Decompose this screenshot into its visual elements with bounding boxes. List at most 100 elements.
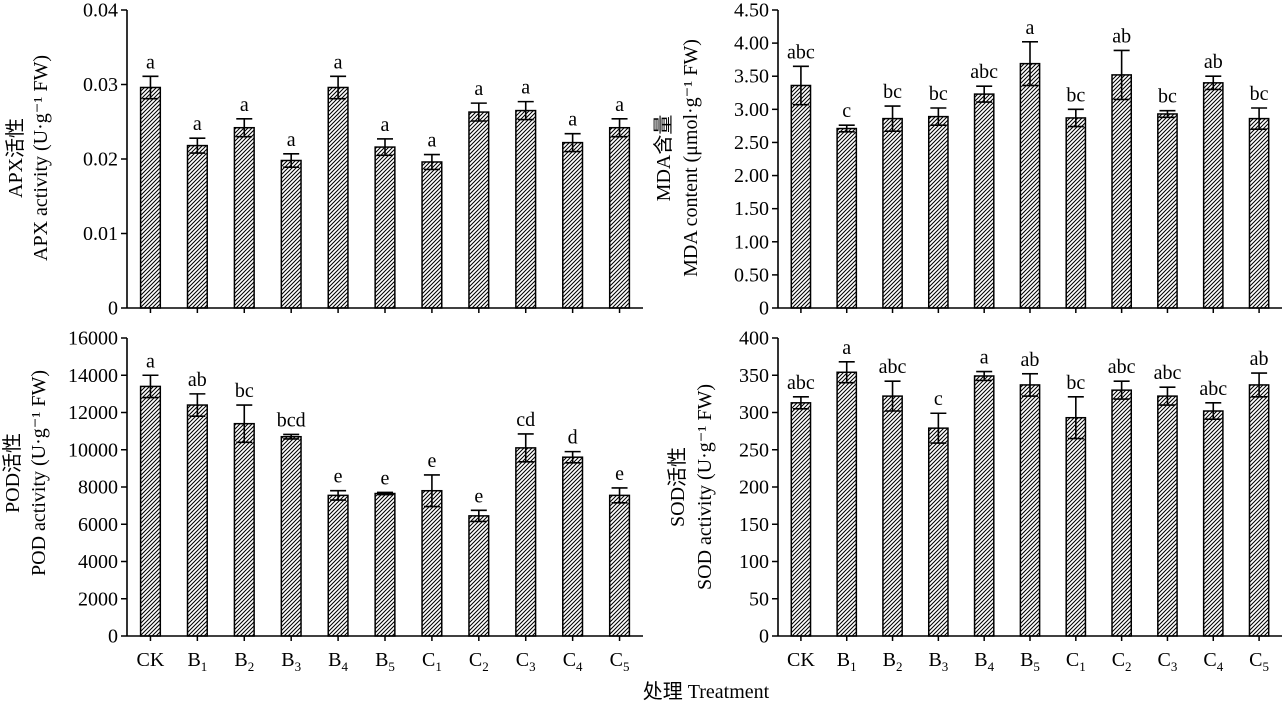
pod-ytick-label: 16000 (68, 328, 118, 350)
apx-bar (374, 146, 396, 309)
apx-bar (562, 141, 584, 309)
mda-bar (1157, 113, 1178, 309)
mda-bar (1111, 74, 1133, 309)
apx-bar (139, 86, 162, 309)
apx-significance-letter: a (615, 94, 624, 116)
pod-significance-letter: cd (516, 409, 535, 431)
apx-ytick-label: 0.02 (83, 149, 118, 171)
sod-xtick-label: B1 (837, 649, 857, 674)
apx-significance-letter: a (427, 130, 436, 152)
pod-significance-letter: e (615, 463, 624, 485)
pod-significance-letter: bc (235, 380, 254, 402)
pod-significance-letter: a (146, 350, 155, 372)
panel-sod: 050100150200250300350400abcCKaB1abcB2cB3… (666, 328, 1282, 674)
mda-bar (973, 93, 995, 309)
apx-bar (186, 144, 208, 309)
sod-xtick-label: C5 (1249, 649, 1269, 674)
apx-significance-letter: a (381, 114, 390, 136)
pod-bar (562, 456, 584, 637)
pod-significance-letter: e (334, 466, 343, 488)
pod-bar (139, 385, 162, 637)
pod-bar (515, 447, 537, 637)
mda-significance-letter: abc (970, 61, 998, 83)
pod-ytick-label: 8000 (78, 477, 118, 499)
mda-ytick-label: 2.50 (734, 132, 769, 154)
sod-significance-letter: a (842, 337, 851, 359)
sod-xtick-label: C4 (1203, 649, 1223, 674)
pod-plot: 0 2000 4000 6000 8000 10000 12000 14000 16000 a CK… (68, 328, 643, 674)
mda-significance-letter: ab (1112, 25, 1131, 47)
mda-ytick-label: 4.50 (734, 0, 769, 22)
mda-bar (836, 127, 858, 309)
pod-xtick-label: C1 (422, 649, 442, 674)
apx-ylabel-en: APX activity (U·g⁻¹ FW) (30, 55, 52, 261)
pod-xtick-label: B2 (234, 649, 254, 674)
mda-significance-letter: bc (929, 83, 948, 105)
sod-significance-letter: ab (1250, 348, 1269, 370)
pod-significance-letter: ab (188, 369, 207, 391)
mda-bar (1248, 117, 1270, 309)
sod-xtick-label: C2 (1112, 649, 1132, 674)
mda-bar (882, 117, 903, 309)
pod-ylabel-en: POD activity (U·g⁻¹ FW) (28, 370, 50, 576)
apx-significance-letter: a (193, 113, 202, 135)
mda-ytick-label: 4.00 (734, 33, 769, 55)
mda-significance-letter: bc (1250, 83, 1269, 105)
mda-bar (927, 115, 949, 309)
sod-bar (1157, 395, 1178, 637)
apx-ytick-label: 0.04 (83, 0, 118, 22)
pod-bar (327, 494, 349, 637)
pod-bar (280, 435, 302, 637)
sod-ytick-label: 250 (739, 439, 769, 461)
apx-ylabel-cn: APX活性 (4, 118, 27, 198)
pod-xtick-label: B3 (281, 649, 301, 674)
mda-significance-letter: ab (1204, 51, 1223, 73)
sod-bar (973, 375, 995, 637)
mda-plot: 00.501.001.502.002.503.003.504.004.50abc… (734, 0, 1282, 320)
pod-ytick-label: 4000 (78, 551, 118, 573)
pod-bar (468, 515, 490, 637)
mda-significance-letter: bc (883, 81, 902, 103)
pod-significance-letter: d (568, 427, 578, 449)
apx-significance-letter: a (474, 78, 483, 100)
apx-plot: 0 0.01 0.02 0.03 0.04 a a a a a a a a a a a (83, 0, 643, 320)
x-axis-title: 处理 Treatment (643, 680, 770, 702)
mda-ylabel-en: MDA content (μmol·g⁻¹ FW) (680, 39, 702, 277)
apx-bar (421, 161, 443, 309)
panel-apx: 0 0.01 0.02 0.03 0.04 a a a a a a a a a a a APX活性 APX a… (4, 0, 643, 320)
sod-xtick-label: C3 (1158, 649, 1178, 674)
sod-ytick-label: 100 (739, 551, 769, 573)
pod-significance-letter: e (474, 485, 483, 507)
mda-bar (1202, 82, 1224, 309)
apx-bar (233, 126, 255, 309)
pod-xtick-label: C3 (516, 649, 536, 674)
apx-bar (608, 126, 631, 309)
sod-bar (1065, 416, 1087, 637)
pod-ytick-label: 14000 (68, 365, 118, 387)
pod-ytick-label: 2000 (78, 588, 118, 610)
panel-mda: 00.501.001.502.002.503.003.504.004.50abc… (652, 0, 1282, 320)
pod-ytick-label: 10000 (68, 439, 118, 461)
pod-bar (233, 422, 255, 637)
pod-xtick-label: B4 (328, 649, 348, 674)
pod-ytick-label: 0 (108, 626, 118, 648)
apx-significance-letter: a (568, 109, 577, 131)
sod-significance-letter: abc (1108, 356, 1136, 378)
sod-significance-letter: ab (1021, 349, 1040, 371)
mda-ytick-label: 1.50 (734, 198, 769, 220)
sod-bar (1202, 410, 1224, 637)
mda-ytick-label: 3.50 (734, 66, 769, 88)
apx-significance-letter: a (521, 77, 530, 99)
sod-ytick-label: 300 (739, 402, 769, 424)
apx-bar (515, 109, 537, 309)
mda-significance-letter: bc (1158, 86, 1177, 108)
pod-ytick-label: 6000 (78, 514, 118, 536)
mda-significance-letter: a (1026, 17, 1035, 39)
apx-significance-letter: a (240, 94, 249, 116)
pod-ytick-label: 12000 (68, 402, 118, 424)
mda-significance-letter: bc (1066, 84, 1085, 106)
apx-ytick-label: 0.01 (83, 223, 118, 245)
sod-bar (927, 427, 949, 637)
sod-bar (1019, 384, 1041, 637)
